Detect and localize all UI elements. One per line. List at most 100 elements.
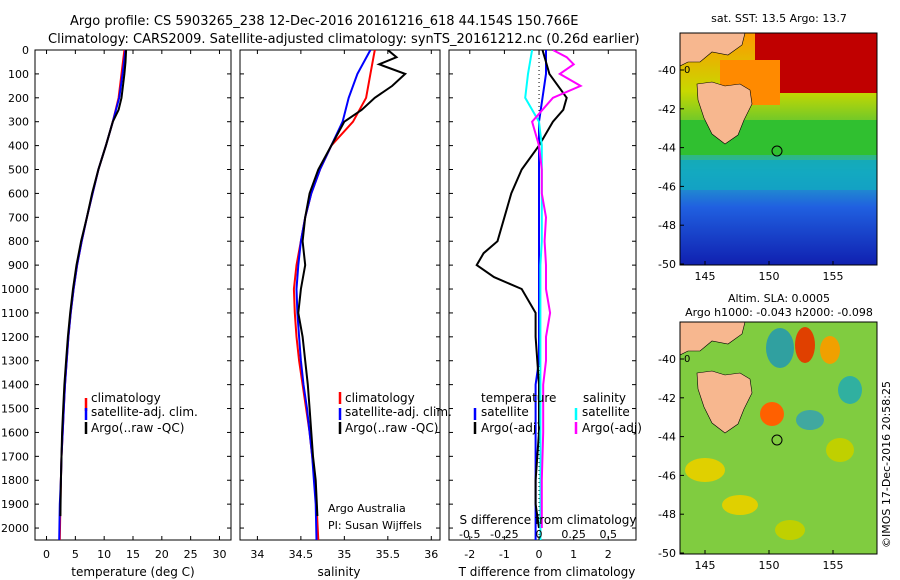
lon-tick-label: 145	[695, 559, 716, 572]
lat-tick-label: -40	[658, 353, 676, 366]
series-line-climatology	[58, 50, 126, 540]
t-diff-xlabel: T difference from climatology	[458, 565, 636, 579]
sst-map	[680, 33, 877, 265]
depth-tick-label: 2000	[1, 522, 29, 535]
contour-label: 0	[684, 354, 690, 365]
depth-tick-label: 1400	[1, 379, 29, 392]
depth-tick-label: 1600	[1, 426, 29, 439]
lat-tick-label: -44	[658, 142, 676, 155]
difference-series	[475, 50, 583, 540]
temperature-x-axis: 0 5 10 15 20 25 30	[43, 50, 226, 561]
s-diff-xlabel: S difference from climatology	[460, 513, 637, 527]
sla-map-title1: Altim. SLA: 0.0005	[728, 292, 830, 305]
x-tick-label: 34	[250, 548, 264, 561]
lon-tick-label: 145	[695, 270, 716, 283]
lat-tick-label: -50	[658, 258, 676, 271]
x-tick-label: 35	[337, 548, 351, 561]
salinity-series	[292, 50, 408, 540]
x-tick-label: 34.5	[289, 548, 314, 561]
legend-argo: Argo(..raw -QC)	[91, 421, 184, 435]
legend-argo-2: Argo(..raw -QC)	[345, 421, 438, 435]
contour-label: 0	[684, 65, 690, 76]
lat-tick-label: -46	[658, 469, 676, 482]
x-tick-label: 0	[43, 548, 50, 561]
lat-tick-label: -44	[658, 431, 676, 444]
temperature-xlabel: temperature (deg C)	[71, 565, 194, 579]
lon-tick-label: 155	[823, 559, 844, 572]
legend-s-satellite: satellite	[582, 405, 630, 419]
lat-tick-label: -42	[658, 103, 676, 116]
x-tick-label: 35.5	[376, 548, 401, 561]
sst-map-title: sat. SST: 13.5 Argo: 13.7	[711, 12, 847, 25]
lat-tick-label: -48	[658, 219, 676, 232]
sst-map-frame	[679, 32, 878, 266]
lat-tick-label: -40	[658, 64, 676, 77]
depth-tick-label: 1800	[1, 474, 29, 487]
series-line-satellite-adj-clim-	[58, 50, 127, 540]
depth-tick-label: 700	[8, 211, 29, 224]
series-line-satellite	[524, 50, 543, 540]
depth-axis: 0 100 200 300 400 500 600 700 800 900 1000 1100 1200…	[1, 44, 636, 535]
legend-climatology: climatology	[91, 391, 161, 405]
figure-title-line1: Argo profile: CS 5903265_238 12-Dec-2016…	[70, 14, 578, 29]
sla-map-axes: -40 -42 -44 -46 -48 -50 145 150 155 0	[658, 353, 843, 572]
sst-map-axes: -40 -42 -44 -46 -48 -50 145 150 155 0	[658, 64, 843, 283]
lat-tick-label: -46	[658, 180, 676, 193]
lon-tick-label: 150	[759, 559, 780, 572]
land-tasmania	[696, 81, 753, 145]
x-tick-label: 0	[536, 548, 543, 561]
difference-legend: temperature salinity satellite Argo(-adj…	[473, 391, 642, 435]
depth-tick-label: 1200	[1, 331, 29, 344]
x-tick-label: -1	[499, 548, 510, 561]
argo-float-marker-2	[771, 434, 783, 446]
depth-tick-label: 1700	[1, 450, 29, 463]
figure-title-line2: Climatology: CARS2009. Satellite-adjuste…	[48, 32, 640, 47]
sla-map-frame	[679, 321, 878, 555]
sla-map-title2: Argo h1000: -0.043 h2000: -0.098	[685, 306, 873, 319]
series-line-climatology	[292, 50, 376, 540]
t-diff-x-axis: -2 -1 0 1 2	[464, 50, 612, 561]
legend-t-satellite: satellite	[481, 405, 529, 419]
legend-climatology-2: climatology	[345, 391, 415, 405]
x-tick-label: 10	[97, 548, 111, 561]
s-diff-tick-label: -0.5	[459, 528, 480, 541]
depth-tick-label: 1500	[1, 403, 29, 416]
x-tick-label: 5	[72, 548, 79, 561]
x-tick-label: 25	[184, 548, 198, 561]
series-line-argo-raw-qc-	[59, 50, 128, 517]
x-tick-label: -2	[464, 548, 475, 561]
x-tick-label: 2	[605, 548, 612, 561]
depth-tick-label: 800	[8, 235, 29, 248]
s-diff-tick-label: -0.25	[490, 528, 518, 541]
salinity-panel-frame	[239, 49, 441, 541]
legend-s-argo: Argo(-adj)	[582, 421, 642, 435]
series-line-argo-raw-qc-	[297, 50, 408, 517]
temperature-legend: climatology satellite-adj. clim. Argo(..…	[84, 391, 198, 435]
series-line-satellite-adj-clim-	[295, 50, 372, 540]
salinity-x-axis: 34 34.5 35 35.5 36	[250, 50, 438, 561]
temperature-panel-frame	[34, 49, 232, 541]
s-diff-x-axis: -0.5 -0.25 0 0.25 0.5	[459, 528, 617, 541]
x-tick-label: 36	[424, 548, 438, 561]
series-line-argo-adj-	[530, 50, 583, 528]
depth-tick-label: 300	[8, 116, 29, 129]
lat-tick-label: -50	[658, 547, 676, 560]
lat-tick-label: -48	[658, 508, 676, 521]
legend-salinity-title: salinity	[583, 391, 626, 405]
x-tick-label: 30	[212, 548, 226, 561]
imos-stamp: ©IMOS 17-Dec-2016 20:58:25	[880, 381, 893, 548]
x-tick-label: 20	[155, 548, 169, 561]
depth-tick-label: 900	[8, 259, 29, 272]
lat-tick-label: -42	[658, 392, 676, 405]
depth-tick-label: 600	[8, 187, 29, 200]
argo-float-marker	[771, 145, 783, 157]
s-diff-tick-label: 0.25	[561, 528, 586, 541]
legend-temperature-title: temperature	[481, 391, 556, 405]
argo-australia-note: Argo Australia	[328, 502, 406, 515]
legend-t-argo: Argo(-adj)	[481, 421, 541, 435]
pi-note: PI: Susan Wijffels	[328, 519, 422, 532]
legend-satellite-adj-2: satellite-adj. clim.	[345, 405, 452, 419]
depth-tick-label: 1100	[1, 307, 29, 320]
land-mainland	[680, 33, 746, 67]
